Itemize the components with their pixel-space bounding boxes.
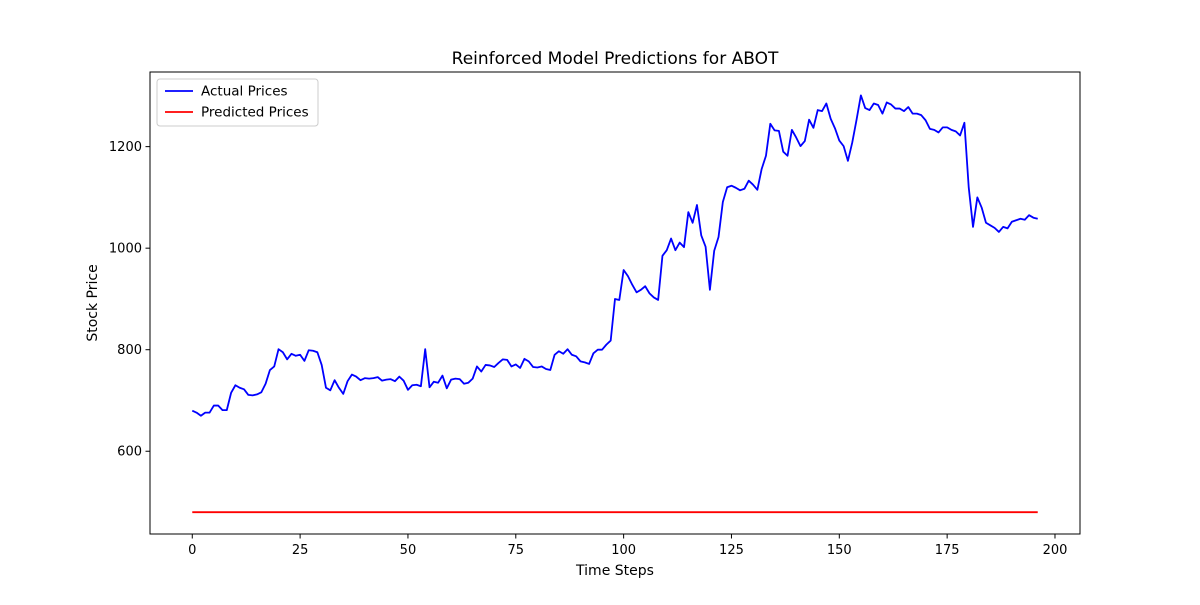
x-tick-label: 125 [719, 543, 744, 558]
y-tick-label: 1200 [109, 140, 142, 155]
axes-frame [149, 71, 1081, 535]
y-axis-label: Stock Price [85, 264, 101, 341]
x-tick-label: 200 [1043, 543, 1068, 558]
series-line-actual-prices [191, 94, 1038, 417]
y-tick-label: 600 [117, 445, 142, 460]
x-tick-label: 0 [188, 543, 196, 558]
x-axis-label: Time Steps [575, 563, 654, 579]
legend-label-predicted-prices: Predicted Prices [201, 105, 309, 121]
x-tick-label: 150 [827, 543, 852, 558]
x-tick-label: 175 [935, 543, 960, 558]
x-tick-label: 50 [400, 543, 417, 558]
y-tick-label: 800 [117, 343, 142, 358]
legend-label-actual-prices: Actual Prices [201, 84, 288, 100]
y-tick-label: 1000 [109, 242, 142, 257]
chart-title: Reinforced Model Predictions for ABOT [452, 49, 779, 69]
x-tick-label: 75 [508, 543, 525, 558]
x-tick-label: 100 [611, 543, 636, 558]
legend-box [156, 78, 319, 127]
x-tick-label: 25 [292, 543, 309, 558]
